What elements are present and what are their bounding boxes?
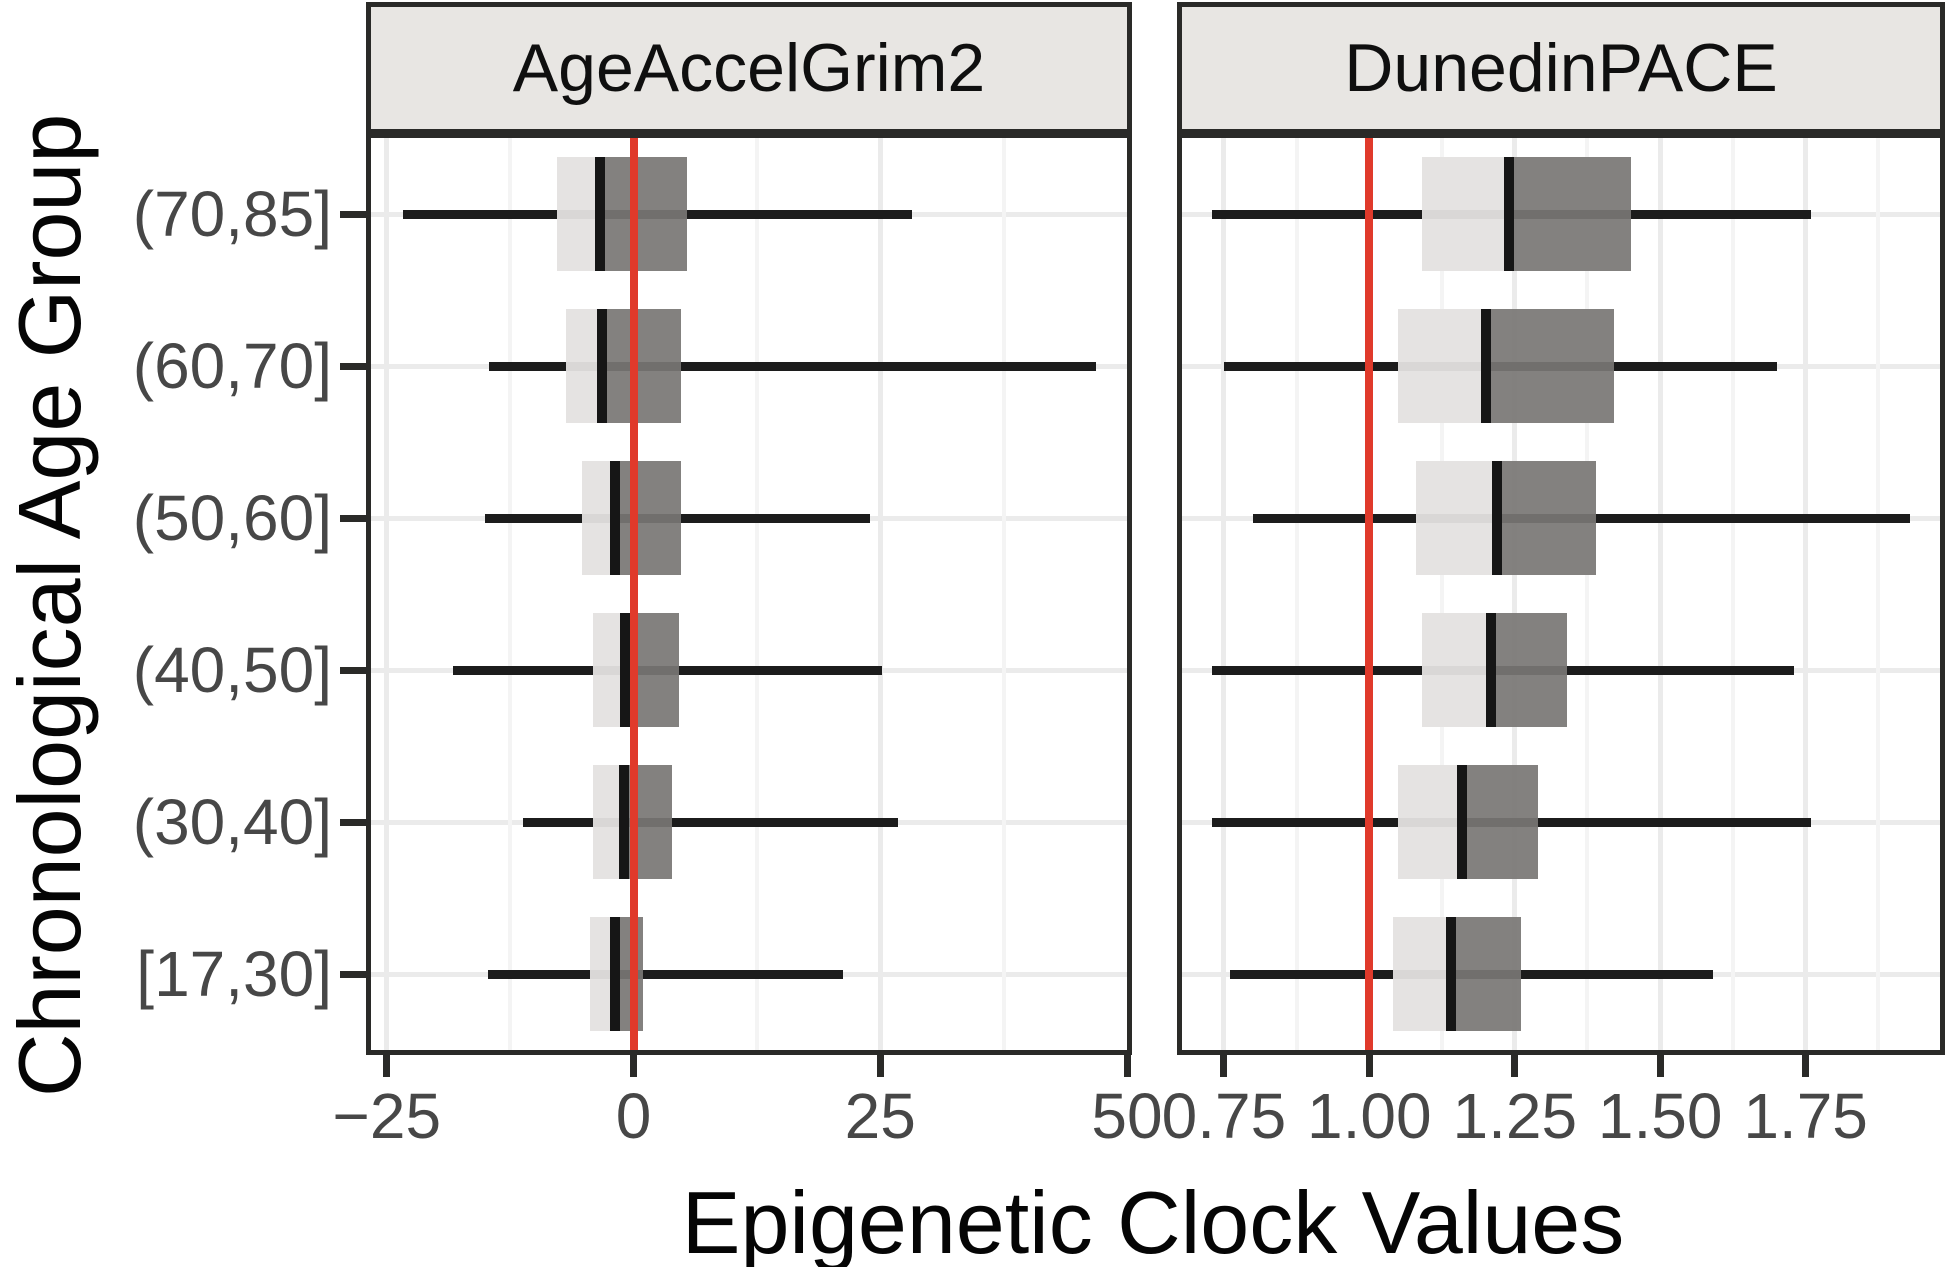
box-upper-half — [601, 309, 681, 423]
median-line — [1503, 157, 1514, 271]
median-line — [609, 917, 620, 1031]
x-tick-label: 0.75 — [1161, 1080, 1287, 1152]
box-lower-half — [582, 461, 615, 575]
box-upper-half — [1491, 613, 1568, 727]
median-line — [619, 613, 630, 727]
x-tick-label: 0 — [615, 1080, 652, 1152]
x-tick-label: 1.25 — [1452, 1080, 1578, 1152]
x-tick-label: −25 — [332, 1080, 442, 1152]
y-tick-label: (40,50] — [132, 634, 332, 706]
v-gridline-minor — [1001, 138, 1006, 1050]
median-line — [1492, 461, 1503, 575]
x-tick-label: 50 — [1091, 1080, 1163, 1152]
reference-line — [1365, 138, 1374, 1050]
y-tick-label: (60,70] — [132, 330, 332, 402]
box-lower-half — [1398, 765, 1463, 879]
median-line — [596, 309, 607, 423]
facet-strip-ageaccelgrim2: AgeAccelGrim2 — [366, 2, 1132, 134]
box-lower-half — [1398, 309, 1486, 423]
x-tick-label: 25 — [844, 1080, 916, 1152]
x-tick-label: 1.75 — [1743, 1080, 1868, 1152]
median-line — [618, 765, 629, 879]
median-line — [609, 461, 620, 575]
box-lower-half — [1421, 157, 1509, 271]
y-tick-label: (70,85] — [132, 178, 332, 250]
box-upper-half — [614, 461, 681, 575]
median-line — [594, 157, 605, 271]
x-tick — [876, 1055, 884, 1077]
median-line — [1480, 309, 1491, 423]
box-upper-half — [1450, 917, 1521, 1031]
median-line — [1457, 765, 1468, 879]
facet-panel-ageaccelgrim2 — [366, 133, 1132, 1055]
x-tick-label: 1.50 — [1597, 1080, 1723, 1152]
box-upper-half — [1462, 765, 1539, 879]
y-tick — [340, 362, 366, 370]
whisker-line — [488, 969, 843, 979]
whisker-line — [522, 817, 899, 827]
v-gridline-minor — [508, 138, 513, 1050]
x-tick — [1511, 1055, 1519, 1077]
x-tick — [1802, 1055, 1810, 1077]
box-lower-half — [1421, 613, 1492, 727]
facet-strip-dunedinpace: DunedinPACE — [1177, 2, 1945, 134]
box-lower-half — [556, 157, 600, 271]
y-tick — [340, 210, 366, 218]
v-gridline-major — [877, 138, 883, 1050]
panel-plot-area — [1182, 138, 1940, 1050]
y-tick-label: (30,40] — [132, 786, 332, 858]
v-gridline-minor — [754, 138, 759, 1050]
box-lower-half — [566, 309, 602, 423]
v-gridline-major — [1657, 138, 1663, 1050]
v-gridline-major — [1221, 138, 1227, 1050]
x-tick — [1365, 1055, 1373, 1077]
box-upper-half — [1485, 309, 1614, 423]
median-line — [1445, 917, 1456, 1031]
box-lower-half — [593, 765, 624, 879]
reference-line — [629, 138, 638, 1050]
box-upper-half — [599, 157, 687, 271]
box-upper-half — [1508, 157, 1632, 271]
y-tick-label: (50,60] — [132, 482, 332, 554]
v-gridline-minor — [1440, 138, 1445, 1050]
v-gridline-major — [1512, 138, 1518, 1050]
x-tick — [1123, 1055, 1131, 1077]
box-lower-half — [1392, 917, 1451, 1031]
v-gridline-minor — [1585, 138, 1590, 1050]
x-tick — [630, 1055, 638, 1077]
median-line — [1486, 613, 1497, 727]
x-tick — [383, 1055, 391, 1077]
x-tick — [1220, 1055, 1228, 1077]
v-gridline-minor — [1730, 138, 1735, 1050]
panel-plot-area — [371, 138, 1127, 1050]
y-tick — [340, 666, 366, 674]
y-tick — [340, 818, 366, 826]
y-tick — [340, 514, 366, 522]
x-tick — [1656, 1055, 1664, 1077]
v-gridline-major — [1803, 138, 1809, 1050]
facet-panel-dunedinpace — [1177, 133, 1945, 1055]
v-gridline-minor — [1876, 138, 1881, 1050]
v-gridline-major — [384, 138, 390, 1050]
y-tick-label: [17,30] — [136, 938, 332, 1010]
v-gridline-minor — [1294, 138, 1299, 1050]
box-lower-half — [593, 613, 625, 727]
box-upper-half — [1497, 461, 1597, 575]
x-axis-title: Epigenetic Clock Values — [681, 1173, 1625, 1267]
whisker-line — [489, 361, 1097, 371]
y-tick — [340, 970, 366, 978]
x-tick-label: 1.00 — [1307, 1080, 1432, 1152]
box-lower-half — [1415, 461, 1498, 575]
